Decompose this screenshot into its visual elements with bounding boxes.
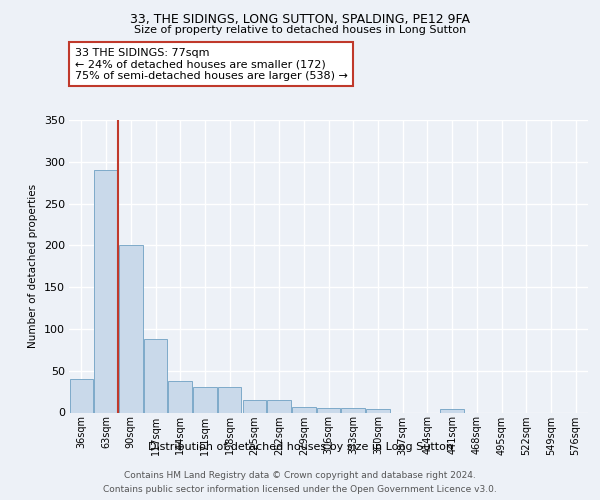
Bar xyxy=(366,409,389,412)
Bar xyxy=(242,400,266,412)
Bar xyxy=(440,409,464,412)
Bar xyxy=(169,380,192,412)
Bar xyxy=(144,339,167,412)
Bar xyxy=(193,388,217,412)
Bar xyxy=(292,406,316,412)
Bar xyxy=(94,170,118,412)
Text: 33, THE SIDINGS, LONG SUTTON, SPALDING, PE12 9FA: 33, THE SIDINGS, LONG SUTTON, SPALDING, … xyxy=(130,12,470,26)
Text: Distribution of detached houses by size in Long Sutton: Distribution of detached houses by size … xyxy=(148,442,452,452)
Text: Contains HM Land Registry data © Crown copyright and database right 2024.: Contains HM Land Registry data © Crown c… xyxy=(124,471,476,480)
Bar xyxy=(268,400,291,412)
Text: 33 THE SIDINGS: 77sqm
← 24% of detached houses are smaller (172)
75% of semi-det: 33 THE SIDINGS: 77sqm ← 24% of detached … xyxy=(75,48,348,80)
Bar xyxy=(119,246,143,412)
Text: Size of property relative to detached houses in Long Sutton: Size of property relative to detached ho… xyxy=(134,25,466,35)
Bar xyxy=(341,408,365,412)
Y-axis label: Number of detached properties: Number of detached properties xyxy=(28,184,38,348)
Text: Contains public sector information licensed under the Open Government Licence v3: Contains public sector information licen… xyxy=(103,485,497,494)
Bar xyxy=(70,379,93,412)
Bar xyxy=(218,388,241,412)
Bar xyxy=(317,408,340,412)
